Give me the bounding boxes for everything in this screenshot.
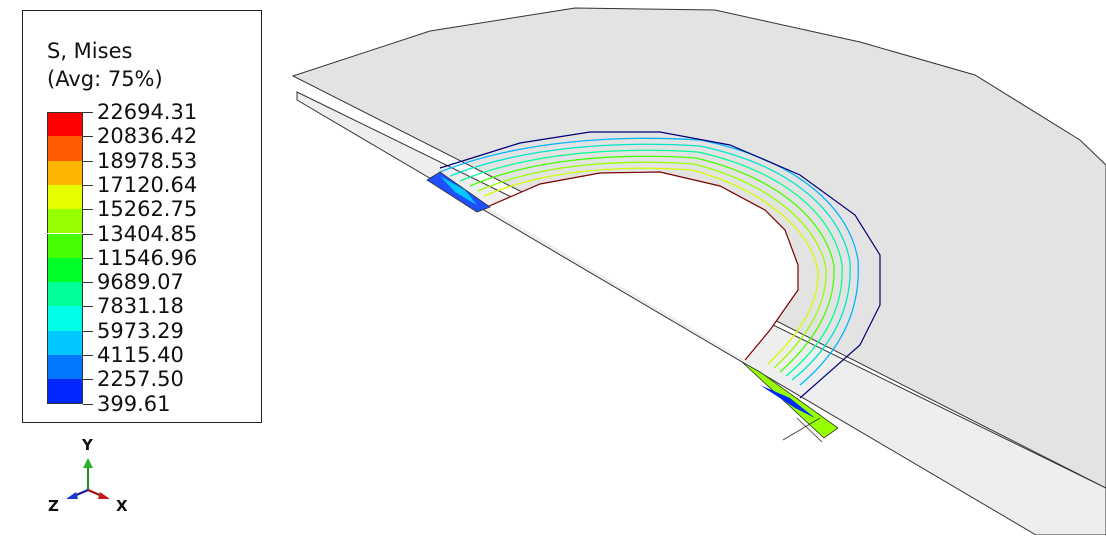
legend-level-label: 7831.18 [97, 294, 184, 319]
legend-level-label: 4115.40 [97, 343, 184, 367]
legend-tick [83, 282, 93, 284]
legend-swatch [47, 112, 83, 137]
legend-swatch [47, 184, 83, 210]
legend-level-label: 2257.50 [97, 367, 184, 392]
legend-tick [83, 355, 93, 356]
legend-swatch [47, 160, 83, 185]
legend-level-label: 20836.42 [97, 124, 198, 149]
contour-legend: S, Mises (Avg: 75%) 22694.31 20836.42 1897… [22, 10, 262, 423]
legend-subtitle: (Avg: 75%) [47, 67, 163, 91]
legend-tick [83, 330, 93, 332]
legend-level-label: 5973.29 [97, 318, 184, 343]
legend-level-label: 22694.31 [97, 100, 198, 124]
legend-swatch [47, 136, 83, 161]
inner-boundary-edge [486, 171, 799, 361]
legend-tick [83, 136, 93, 138]
legend-level-label: 9689.07 [97, 270, 184, 295]
cutout-region [487, 172, 798, 360]
legend-level-label: 15262.75 [97, 197, 198, 222]
legend-swatch [47, 257, 83, 283]
legend-swatch [47, 355, 83, 380]
left-section-face-highlight [440, 176, 477, 205]
legend-tick [83, 112, 93, 113]
legend-level-label: 399.61 [97, 391, 171, 416]
legend-swatch [47, 306, 83, 331]
legend-title: S, Mises [47, 39, 133, 63]
legend-tick [83, 160, 93, 162]
stress-contour-band [439, 137, 859, 386]
legend-level-label: 11546.96 [97, 245, 198, 270]
x-arrowhead-icon [98, 492, 110, 499]
legend-swatch [47, 379, 83, 404]
z-axis-label: Z [48, 497, 59, 515]
legend-tick [83, 233, 93, 235]
legend-level-label: 17120.64 [97, 172, 198, 197]
legend-tick [83, 184, 93, 186]
node-marker [782, 417, 823, 443]
legend-swatch [47, 282, 83, 307]
legend-tick [83, 306, 93, 308]
legend-tick [83, 209, 93, 211]
y-axis-label: Y [81, 436, 94, 454]
legend-tick [83, 379, 93, 381]
right-section-face-highlight [760, 385, 815, 418]
legend-swatch [47, 209, 83, 234]
axis-triad: Y Z X [48, 436, 128, 515]
legend-tick [83, 257, 93, 259]
legend-level-label: 18978.53 [97, 148, 198, 173]
legend-swatch [47, 233, 83, 258]
legend-level-label: 13404.85 [97, 221, 198, 246]
outer-boundary-edge [439, 131, 881, 399]
legend-tick [83, 403, 93, 405]
legend-swatch [47, 330, 83, 355]
z-arrowhead-icon [66, 492, 78, 499]
x-axis-label: X [116, 497, 128, 515]
y-arrowhead-icon [83, 458, 93, 468]
